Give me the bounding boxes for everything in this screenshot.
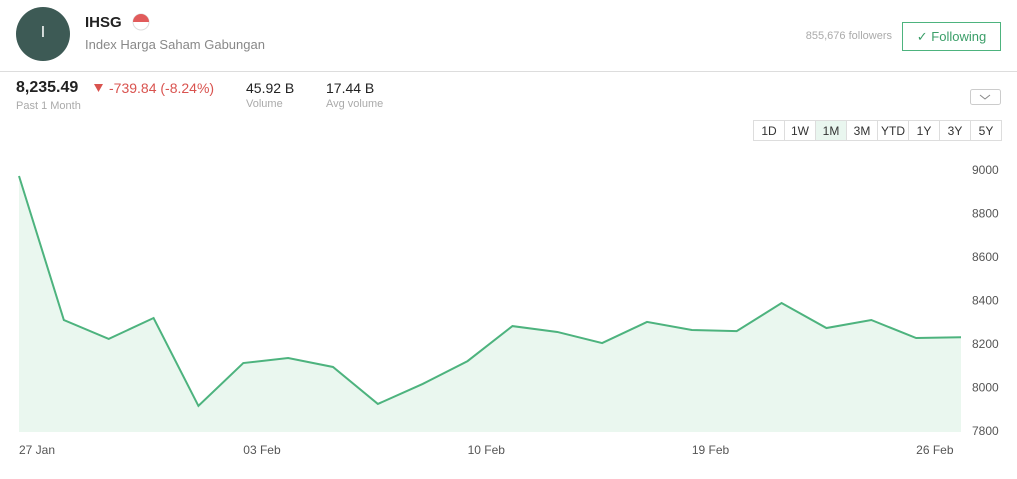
y-tick-label: 8400 xyxy=(972,294,999,308)
volume-label: Volume xyxy=(246,98,283,110)
y-tick-label: 7800 xyxy=(972,424,999,438)
follow-button[interactable]: ✓ Following xyxy=(902,22,1001,51)
price: 8,235.49 xyxy=(16,79,79,96)
range-button[interactable]: 1Y xyxy=(908,120,940,141)
company-name: Index Harga Saham Gabungan xyxy=(85,37,265,52)
dropdown-chevron xyxy=(979,94,991,100)
change: -739.84 (-8.24%) xyxy=(109,80,215,96)
volume: 45.92 B xyxy=(246,80,295,96)
range-button[interactable]: 1W xyxy=(784,120,816,141)
range-button[interactable]: 1M xyxy=(815,120,847,141)
range-button[interactable]: 3M xyxy=(846,120,878,141)
y-tick-label: 9000 xyxy=(972,163,999,177)
x-tick-label: 10 Feb xyxy=(468,443,506,457)
range-button[interactable]: 3Y xyxy=(939,120,971,141)
check-icon: ✓ xyxy=(916,29,932,44)
line xyxy=(18,175,962,408)
x-tick-label: 27 Jan xyxy=(19,443,55,457)
avatar xyxy=(16,7,70,61)
period: Past 1 Month xyxy=(16,100,81,112)
x-tick-label: 19 Feb xyxy=(692,443,730,457)
follow-button-label: Following xyxy=(931,29,987,44)
range-button[interactable]: YTD xyxy=(877,120,909,141)
y-tick-label: 8000 xyxy=(972,381,999,395)
x-tick-label: 03 Feb xyxy=(243,443,281,457)
flag-red xyxy=(133,14,149,22)
ticker: IHSG xyxy=(85,14,122,31)
followers: 855,676 followers xyxy=(805,30,892,42)
area xyxy=(19,176,961,432)
y-tick-label: 8600 xyxy=(972,250,999,264)
range-button[interactable]: 1D xyxy=(753,120,785,141)
x-tick-label: 26 Feb xyxy=(916,443,954,457)
y-tick-label: 8200 xyxy=(972,337,999,351)
avatar-letter: I xyxy=(40,24,46,41)
down-arrow xyxy=(94,84,103,92)
y-tick-label: 8800 xyxy=(972,207,999,221)
dropdown[interactable] xyxy=(970,89,1001,105)
avg-volume-label: Avg volume xyxy=(326,98,384,110)
avg-volume: 17.44 B xyxy=(326,80,375,96)
range-button[interactable]: 5Y xyxy=(970,120,1002,141)
